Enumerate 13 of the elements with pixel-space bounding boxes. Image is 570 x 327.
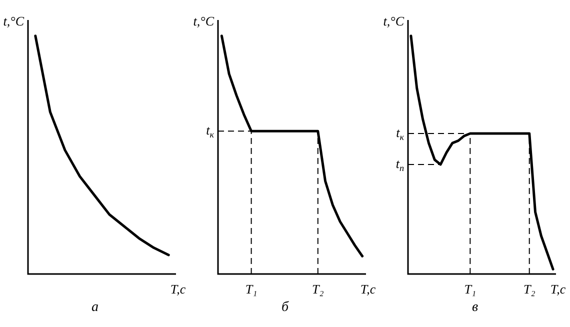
x-tick-label: T₁ — [464, 281, 476, 296]
x-tick-label: T₁ — [245, 281, 258, 296]
x-tick-label: T₂ — [312, 281, 324, 296]
x-tick-label: T₂ — [523, 281, 536, 296]
y-axis-title: t,°C — [3, 13, 24, 28]
text: в — [470, 300, 480, 316]
x-axis-title: T,с — [550, 281, 566, 296]
x-axis-title: T,с — [170, 281, 186, 296]
y-axis-title: t,°C — [193, 13, 214, 28]
x-axis-title: T,с — [360, 281, 376, 296]
y-axis-title: t,°C — [383, 13, 404, 28]
text: а — [90, 300, 100, 316]
text: б — [280, 300, 290, 316]
